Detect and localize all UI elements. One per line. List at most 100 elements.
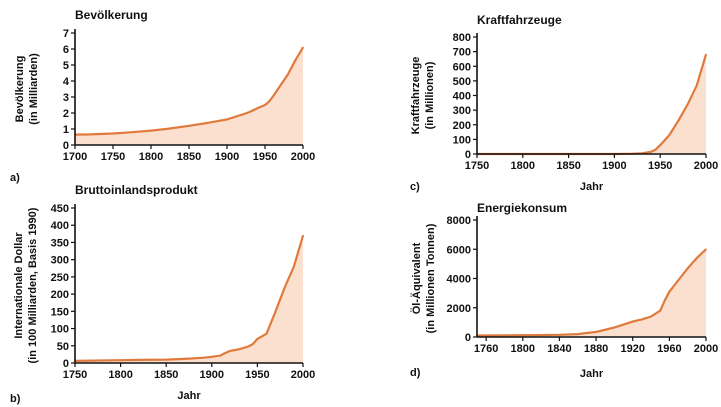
x-tick-label: 2000 [291,369,315,381]
y-tick-label: 300 [51,255,69,267]
panel-label: c) [410,181,420,193]
x-tick-label: 1950 [245,369,269,381]
data-point [302,234,304,237]
data-point [677,119,680,122]
y-tick-label: 250 [51,272,69,284]
data-point [654,148,657,151]
data-point [229,350,231,352]
data-point [293,265,295,268]
y-tick-label: 800 [453,32,471,44]
data-point [233,116,236,118]
x-tick-label: 2000 [694,160,718,172]
data-point [659,144,661,146]
data-point [622,323,625,326]
data-point [686,267,689,270]
data-point [696,84,698,87]
data-point [165,128,167,130]
y-axis-label: Internationale Dollar [13,232,25,339]
x-axis-label: Jahr [580,368,604,380]
x-tick-label: 2000 [694,343,718,355]
data-point [220,354,222,357]
data-point [271,96,274,98]
y-tick-label: 4000 [447,274,471,286]
data-point [650,315,652,318]
x-tick-label: 1850 [556,160,580,172]
x-tick-label: 1750 [63,369,87,381]
series-area [75,235,303,363]
chart-panel-0: 0 1 2 3 4 5 6 7 1700 1750 1800 1850 1900 1950 2000 Bevö… [10,8,315,184]
chart-title: Kraftfahrzeuge [477,13,562,27]
y-tick-label: 150 [51,306,69,318]
data-point [631,320,634,323]
x-axis-label: Jahr [177,390,201,402]
data-point [577,333,579,335]
data-point [256,338,259,340]
data-point [249,111,251,113]
y-tick-label: 400 [51,220,69,232]
y-tick-label: 350 [51,237,69,249]
data-point [705,53,707,56]
data-point [641,318,643,321]
chart-panel-1: 0 50 100 150 200 250 300 350 400 450 1750 1800 1850 1… [10,183,315,405]
y-tick-label: 450 [51,203,69,215]
y-tick-label: 4 [63,76,70,88]
chart-panel-3: 0 2000 4000 6000 8000 1760 1800 1840 1880 1920 196… [410,201,718,380]
data-point [268,101,270,103]
y-axis-label: Bevölkerung [14,56,26,123]
x-tick-label: 1840 [547,343,571,355]
series-area [477,54,706,154]
panel-label: b) [10,393,21,405]
y-axis-label: (in 100 Milliarden, Basis 1990) [27,207,39,363]
y-tick-label: 200 [453,120,471,132]
y-axis-label: Kraftfahrzeuge [410,57,422,135]
data-point [89,133,91,136]
data-point [705,248,707,251]
data-point [264,104,266,106]
y-tick-label: 0 [465,332,471,344]
data-point [138,359,140,361]
data-point [203,122,205,125]
y-tick-label: 700 [453,47,471,59]
x-tick-label: 1950 [648,160,672,172]
x-tick-label: 1750 [101,151,125,163]
chart-title: Energiekonsum [477,201,567,215]
x-tick-label: 1850 [154,369,178,381]
x-tick-label: 1900 [602,160,626,172]
y-tick-label: 100 [453,134,471,146]
y-tick-label: 3 [63,92,69,104]
y-tick-label: 200 [51,289,69,301]
data-point [238,348,240,351]
data-point [252,343,254,345]
y-axis-label: Öl-Äquivalent [410,242,423,314]
data-point [183,358,186,360]
chart-title: Bevölkerung [75,8,148,22]
data-point [522,334,524,337]
x-tick-label: 1700 [63,151,87,163]
x-tick-label: 1880 [584,343,608,355]
data-point [668,290,671,293]
data-point [188,125,190,127]
x-tick-label: 1900 [200,369,224,381]
chart-title: Bruttoinlandsprodukt [75,183,198,197]
data-point [294,59,297,61]
data-point [595,331,597,333]
y-tick-label: 8000 [447,215,471,227]
x-tick-label: 1800 [139,151,163,163]
data-point [696,257,698,259]
y-tick-label: 2 [63,108,69,120]
data-point [112,132,114,135]
data-point [279,85,282,87]
data-point [284,286,286,289]
data-point [201,357,204,359]
y-tick-label: 1 [63,124,69,136]
data-point [226,118,228,121]
y-tick-label: 400 [453,91,471,103]
data-point [274,310,277,313]
data-point [265,332,268,335]
y-tick-label: 100 [51,324,69,336]
y-tick-label: 300 [453,105,471,117]
data-point [256,107,259,109]
y-tick-label: 2000 [447,303,471,315]
y-tick-label: 5 [63,60,69,72]
